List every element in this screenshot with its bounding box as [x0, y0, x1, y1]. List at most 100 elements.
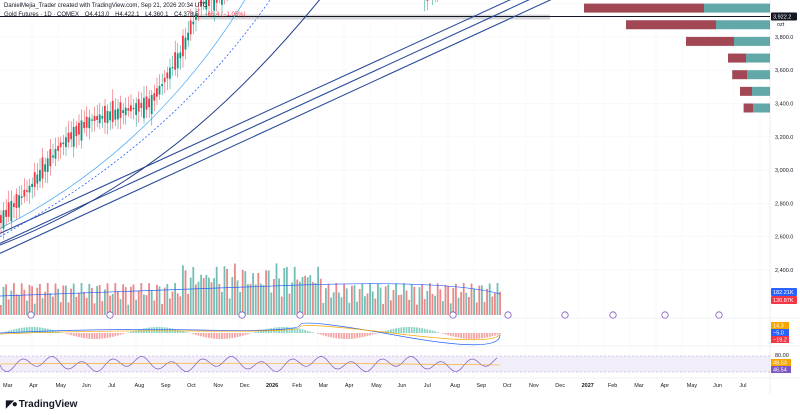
volume-bar: [374, 298, 377, 315]
candle-body: [67, 132, 70, 143]
candle-body: [426, 0, 429, 1]
volume-bar: [119, 299, 122, 315]
macd-histogram-bar: [52, 329, 54, 333]
volume-bar: [174, 283, 176, 315]
macd-histogram-bar: [153, 327, 156, 333]
macd-histogram-bar: [195, 333, 197, 335]
trendline: [0, 0, 530, 244]
volume-bar: [171, 291, 174, 315]
vp-down-bar: [728, 53, 746, 63]
macd-histogram-bar: [122, 333, 124, 335]
volume-bar: [257, 272, 260, 315]
volume-profile: [584, 3, 770, 113]
macd-histogram-bar: [483, 333, 486, 338]
candle-body: [137, 99, 140, 112]
author-line: DanielMejia_Trader created with TradingV…: [4, 3, 208, 9]
time-tick: Aug: [135, 383, 145, 389]
volume-bar: [343, 283, 345, 315]
volume-bar: [114, 283, 117, 315]
macd-histogram-bar: [488, 333, 491, 337]
price-tick: 2,400.0: [775, 268, 793, 274]
candle-body: [195, 13, 197, 20]
macd-histogram-bar: [44, 328, 46, 333]
volume-bar: [273, 279, 275, 315]
volume-bar: [319, 278, 322, 315]
time-tick: Jun: [398, 383, 407, 389]
volume-bar: [293, 266, 296, 315]
volume-bar: [200, 274, 202, 315]
candle-body: [36, 174, 39, 184]
volume-bar: [322, 302, 325, 315]
volume-bar: [340, 297, 343, 315]
volume-bar: [408, 299, 410, 315]
time-tick: Nov: [213, 383, 223, 389]
volume-bar: [104, 289, 106, 315]
volume-bar: [78, 292, 80, 315]
volume-bar: [33, 303, 36, 315]
event-marker-icon: [296, 311, 304, 319]
macd-histogram-bar: [26, 327, 28, 333]
macd-histogram-bar: [423, 328, 426, 333]
volume-bar: [421, 284, 423, 315]
macd-histogram-bar: [478, 333, 481, 339]
volume-bar: [356, 301, 358, 315]
macd-histogram-bar: [33, 327, 36, 333]
macd-histogram-bar: [184, 331, 187, 333]
volume-bar: [197, 281, 200, 315]
symbol-legend[interactable]: Gold Futures · 1D · COMEX O4,413.0 H4,42…: [4, 12, 250, 18]
volume-bar: [309, 275, 312, 315]
symbol-name[interactable]: Gold Futures · 1D · COMEX: [4, 12, 80, 18]
time-tick: Nov: [529, 383, 539, 389]
macd-histogram-bar: [213, 333, 215, 339]
trendline: [0, 0, 552, 254]
macd-histogram-bar: [85, 333, 88, 339]
macd-histogram-bar: [70, 333, 72, 336]
macd-histogram-bar: [202, 333, 205, 337]
volume-bar: [345, 288, 348, 315]
volume-bar: [478, 285, 481, 315]
macd-line: [0, 322, 501, 346]
volume-bar: [236, 280, 239, 315]
macd-histogram-bar: [322, 333, 325, 336]
macd-histogram-bar: [7, 330, 10, 333]
time-tick: Jun: [713, 383, 722, 389]
volume-bar: [462, 283, 465, 315]
volume-bar: [366, 293, 369, 315]
volume-bar: [135, 299, 137, 315]
macd-histogram-bar: [371, 333, 374, 335]
macd-histogram-bar: [247, 333, 249, 335]
time-tick: Sep: [476, 383, 486, 389]
macd-histogram-bar: [163, 327, 166, 333]
macd-histogram-bar: [309, 331, 312, 333]
macd-histogram-bar: [392, 328, 395, 333]
macd-histogram-bar: [327, 333, 330, 337]
candle-body: [171, 67, 174, 69]
candle-body: [148, 98, 150, 108]
volume-bar: [83, 292, 85, 315]
macd-histogram-bar: [397, 327, 400, 333]
macd-tag-text: −19.2: [773, 338, 787, 344]
volume-bar: [405, 290, 408, 315]
volume-bar: [291, 282, 293, 315]
candle-body: [54, 148, 57, 159]
macd-histogram-bar: [249, 333, 252, 334]
volume-bar: [166, 284, 169, 315]
macd-histogram-bar: [36, 327, 39, 333]
price-tick: 2,600.0: [775, 235, 793, 241]
event-marker-icon: [661, 311, 669, 319]
macd-histogram-bar: [114, 333, 117, 337]
macd-histogram-bar: [345, 333, 348, 339]
tradingview-logo[interactable]: ◤● TradingView: [6, 399, 77, 410]
candle-body: [59, 142, 62, 148]
volume-bar: [13, 283, 15, 315]
volume-bar: [260, 283, 262, 315]
time-tick: Feb: [608, 383, 617, 389]
volume-bar: [18, 295, 20, 315]
candle-body: [78, 122, 80, 135]
volume-bar: [44, 291, 46, 315]
macd-histogram-bar: [221, 333, 223, 339]
price-tick: 3,600.0: [775, 68, 793, 74]
volume-bars: [0, 263, 501, 315]
candle-body: [122, 110, 124, 114]
